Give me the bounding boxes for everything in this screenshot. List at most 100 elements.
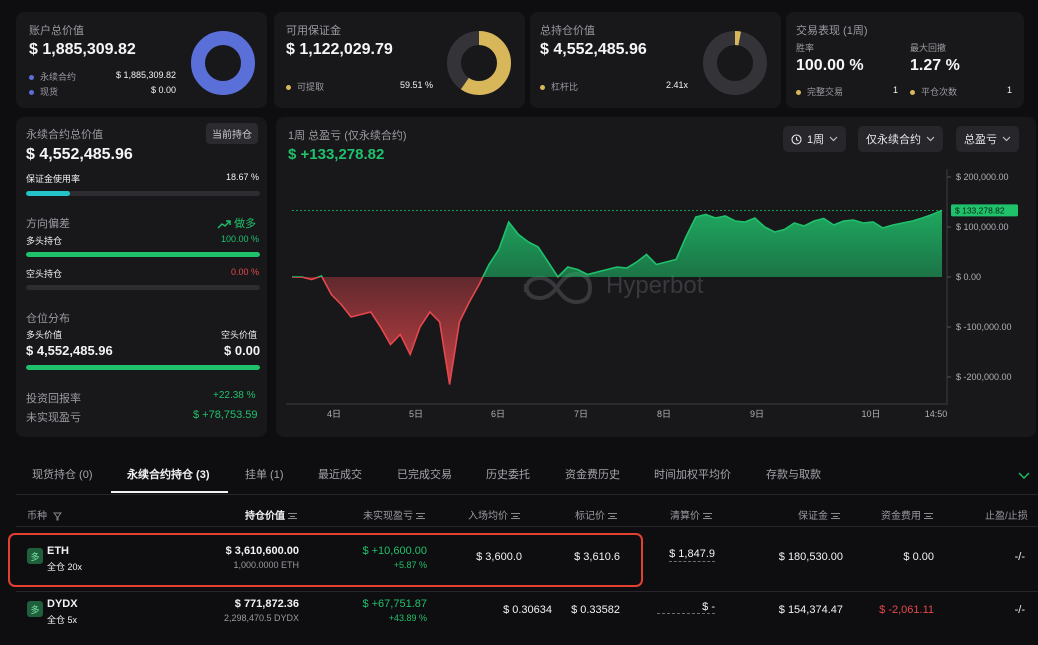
position-donut-arc <box>703 31 767 95</box>
sort-icon <box>703 513 712 520</box>
chevron-down-icon[interactable] <box>1018 472 1030 480</box>
short-value-label: 空头价值 <box>221 330 258 340</box>
tpsl-value[interactable]: -/- <box>1014 604 1025 616</box>
tab-order-history[interactable]: 历史委托 <box>486 469 530 481</box>
chart-pnl-value: $ +133,278.82 <box>288 146 385 163</box>
coin-name: DYDX <box>47 598 78 610</box>
tab-spot-positions[interactable]: 现货持仓 (0) <box>32 469 93 481</box>
tab-completed-trades[interactable]: 已完成交易 <box>397 469 452 481</box>
tab-twap[interactable]: 时间加权平均价 <box>654 469 731 481</box>
account-value-title: 账户总价值 <box>29 25 84 37</box>
period-label: 1周 <box>807 134 825 146</box>
col-liq-header[interactable]: 清算价 <box>670 507 712 522</box>
short-position-label: 空头持仓 <box>26 269 63 279</box>
col-coin-header[interactable]: 币种 <box>27 507 62 522</box>
header-divider <box>16 526 1038 527</box>
current-position-badge[interactable]: 当前持仓 <box>206 123 258 144</box>
tab-deposits-withdrawals[interactable]: 存款与取款 <box>766 469 821 481</box>
entry-price: $ 0.30634 <box>503 604 552 616</box>
roi-value: +22.38 % <box>213 390 256 401</box>
sort-icon <box>831 513 840 520</box>
perp-total-title: 永续合约总价值 <box>26 129 103 141</box>
pnl-chart-panel: 1周 总盈亏 (仅永续合约) $ +133,278.82 1周 仅永续合约 总盈… <box>276 117 1036 437</box>
account-donut-ring <box>191 31 255 95</box>
flat-count-value: 1 <box>1007 85 1013 95</box>
chevron-down-icon <box>926 136 935 142</box>
funding-amount: $ 0.00 <box>903 551 934 563</box>
pnl-line-positive <box>292 209 943 277</box>
position-size: 2,298,470.5 DYDX <box>223 613 299 623</box>
account-value-card: 账户总价值 $ 1,885,309.82 永续合约 $ 1,885,309.82… <box>16 12 267 108</box>
winrate-value: 100.00 % <box>796 57 864 74</box>
closed-trades-value: 1 <box>893 85 899 95</box>
chevron-down-icon <box>829 136 838 142</box>
col-margin-header[interactable]: 保证金 <box>798 507 840 522</box>
position-value: $ 771,872.36 <box>234 598 299 610</box>
funding-amount: $ -2,061.11 <box>879 604 934 616</box>
pnl-negative-area <box>292 277 942 385</box>
drawdown-label: 最大回撤 <box>910 43 947 53</box>
chevron-down-icon <box>1002 136 1011 142</box>
tab-recent-fills[interactable]: 最近成交 <box>318 469 362 481</box>
direction-label: 方向偏差 <box>26 218 70 230</box>
margin-mode: 全仓 5x <box>47 615 78 625</box>
col-entry-header[interactable]: 入场均价 <box>468 507 520 522</box>
sort-icon <box>608 513 617 520</box>
available-margin-value: $ 1,122,029.79 <box>286 41 393 58</box>
x-tick-label: 6日 <box>491 409 505 419</box>
period-dropdown[interactable]: 1周 <box>783 126 847 152</box>
tab-open-orders[interactable]: 挂单 (1) <box>245 469 284 481</box>
trend-up-icon <box>217 219 231 229</box>
total-position-title: 总持仓价值 <box>540 25 595 37</box>
metric-label: 总盈亏 <box>964 134 997 146</box>
long-side-icon: 多 <box>27 601 43 617</box>
col-value-header[interactable]: 持仓价值 <box>245 507 297 522</box>
short-amount: $ 0.00 <box>224 343 261 358</box>
available-margin-card: 可用保证金 $ 1,122,029.79 可提取 59.51 % <box>274 12 525 108</box>
metric-dropdown[interactable]: 总盈亏 <box>956 126 1019 152</box>
liquidation-price[interactable]: $ - <box>657 601 715 614</box>
sort-icon <box>416 513 425 520</box>
x-tick-label: 8日 <box>657 409 671 419</box>
tpsl-value[interactable]: -/- <box>1014 551 1025 563</box>
col-funding-header[interactable]: 资金费用 <box>881 507 933 522</box>
long-position-value: 100.00 % <box>221 234 260 244</box>
performance-title: 交易表现 (1周) <box>796 25 868 37</box>
coin-name: ETH <box>47 545 69 557</box>
last-value-tag <box>951 204 1018 217</box>
long-position-label: 多头持仓 <box>26 236 63 246</box>
y-tick-label: $ 0.00 <box>956 272 981 282</box>
col-upnl-header[interactable]: 未实现盈亏 <box>363 507 425 522</box>
scope-label: 仅永续合约 <box>866 134 921 146</box>
filter-icon <box>52 512 62 521</box>
perp-label: 永续合约 <box>29 70 76 83</box>
tab-perp-positions[interactable]: 永续合约持仓 (3) <box>127 469 210 481</box>
tabs-divider <box>16 494 1038 495</box>
last-value-label: $ 133,278.82 <box>955 205 1005 215</box>
upnl-amount: $ +67,751.87 <box>362 598 427 610</box>
margin-usage-label: 保证金使用率 <box>26 174 81 184</box>
tab-funding-history[interactable]: 资金费历史 <box>565 469 620 481</box>
leverage-value: 2.41x <box>666 80 689 90</box>
perp-value: $ 1,885,309.82 <box>116 70 177 80</box>
total-position-value: $ 4,552,485.96 <box>540 41 647 58</box>
leverage-label: 杠杆比 <box>540 80 578 93</box>
margin-usage-value: 18.67 % <box>226 172 260 182</box>
liquidation-price[interactable]: $ 1,847.9 <box>669 548 715 562</box>
upnl-percent: +43.89 % <box>388 613 427 623</box>
col-mark-header[interactable]: 标记价 <box>575 507 617 522</box>
highlight-box <box>8 533 643 587</box>
margin-mode: 全仓 20x <box>47 562 83 572</box>
x-tick-label: 14:50 <box>925 409 948 419</box>
scope-dropdown[interactable]: 仅永续合约 <box>858 126 943 152</box>
account-donut-chart <box>191 31 255 95</box>
sort-icon <box>511 513 520 520</box>
margin-usage-bar <box>26 191 260 196</box>
y-tick-label: $ -100,000.00 <box>956 322 1012 332</box>
account-value: $ 1,885,309.82 <box>29 41 136 58</box>
col-tpsl-header: 止盈/止损 <box>985 511 1028 522</box>
distribution-bar <box>26 365 260 370</box>
chart-title: 1周 总盈亏 (仅永续合约) <box>288 130 407 142</box>
x-tick-label: 7日 <box>574 409 588 419</box>
perp-total-value: $ 4,552,485.96 <box>26 146 133 163</box>
